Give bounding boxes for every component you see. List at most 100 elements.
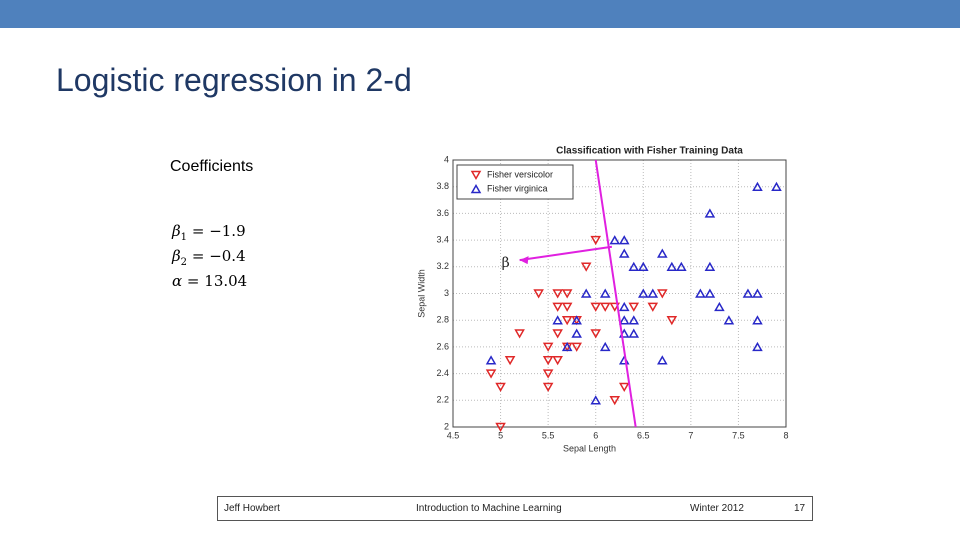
- symbol: α: [172, 272, 183, 290]
- point: [618, 248, 630, 258]
- x-tick-label: 7: [688, 430, 693, 440]
- point: [599, 288, 611, 298]
- x-tick-label: 5: [498, 430, 503, 440]
- point: [666, 315, 678, 326]
- point: [637, 288, 649, 298]
- point: [533, 289, 544, 299]
- point: [590, 235, 602, 246]
- y-tick-label: 3.4: [436, 234, 449, 244]
- point: [485, 355, 497, 365]
- footer-page: 17: [794, 503, 806, 514]
- relation: =: [191, 222, 205, 240]
- point: [542, 382, 554, 392]
- point: [628, 261, 640, 272]
- plot-frame: [452, 159, 787, 428]
- point: [704, 288, 716, 298]
- point: [657, 248, 668, 258]
- point: [618, 315, 630, 325]
- legend-marker: [470, 170, 482, 181]
- legend-label: Fisher virginica: [487, 183, 548, 193]
- point: [704, 261, 716, 272]
- point: [647, 302, 659, 312]
- y-tick-label: 2.8: [436, 315, 449, 325]
- beta-arrow: [519, 245, 613, 262]
- x-tick-label: 6.5: [637, 430, 650, 440]
- symbol: β: [172, 222, 181, 240]
- coefficients-label: Coefficients: [170, 158, 254, 175]
- equation: α = 13.04: [172, 272, 247, 290]
- legend-box: [456, 164, 574, 200]
- equation: β2 = −0.4: [172, 247, 247, 272]
- value: −1.9: [209, 222, 246, 240]
- point: [695, 288, 706, 298]
- x-tick-label: 6: [593, 430, 598, 440]
- x-tick-label: 5.5: [542, 430, 555, 440]
- x-tick-label: 4.5: [447, 430, 460, 440]
- point: [495, 422, 506, 433]
- point: [542, 342, 554, 352]
- point: [580, 288, 592, 298]
- point: [561, 302, 573, 312]
- point: [752, 181, 763, 191]
- x-tick-label: 7.5: [732, 430, 745, 440]
- y-tick-label: 2.2: [436, 395, 449, 405]
- point: [552, 356, 563, 366]
- y-tick-label: 3: [444, 288, 449, 298]
- x-tick-label: 8: [783, 430, 788, 440]
- point: [666, 261, 678, 272]
- y-tick-label: 3.8: [436, 181, 449, 191]
- footer-term: Winter 2012: [690, 503, 744, 514]
- relation: =: [186, 272, 200, 290]
- point: [552, 329, 563, 339]
- point: [647, 288, 659, 298]
- point: [618, 301, 630, 312]
- point: [590, 329, 602, 339]
- legend-marker: [470, 183, 482, 194]
- chart-title: Classification with Fisher Training Data: [556, 146, 743, 157]
- point: [704, 208, 716, 218]
- legend-label: Fisher versicolor: [487, 169, 553, 179]
- point: [561, 315, 573, 326]
- legend: Fisher versicolor Fisher virginica: [456, 164, 574, 200]
- point: [599, 341, 611, 352]
- subscript: 1: [180, 232, 188, 243]
- point: [571, 328, 582, 338]
- point: [771, 181, 782, 191]
- y-tick-label: 2: [444, 421, 449, 431]
- point: [657, 289, 668, 299]
- slide-title: Logistic regression in 2-d: [56, 62, 412, 98]
- point: [561, 341, 573, 352]
- point: [752, 288, 763, 298]
- point: [618, 235, 630, 245]
- point: [590, 302, 602, 312]
- point: [676, 261, 687, 272]
- footer-course: Introduction to Machine Learning: [416, 503, 562, 514]
- y-tick-label: 3.6: [436, 208, 449, 218]
- y-tick-label: 2.4: [436, 368, 449, 378]
- value: 13.04: [204, 272, 248, 290]
- point: [590, 395, 602, 405]
- x-axis-label: Sepal Length: [563, 443, 616, 453]
- footer: Jeff Howbert Introduction to Machine Lea…: [217, 496, 813, 521]
- point: [714, 301, 725, 312]
- y-tick-label: 2.6: [436, 341, 449, 351]
- point: [514, 329, 525, 339]
- point: [628, 302, 640, 312]
- decision-boundary: [594, 159, 637, 428]
- point: [723, 315, 735, 325]
- point: [752, 341, 763, 352]
- point: [495, 382, 506, 392]
- y-tick-label: 4: [444, 154, 449, 164]
- point: [485, 369, 497, 379]
- y-axis-label: Sepal Width: [416, 269, 426, 318]
- point: [552, 302, 563, 312]
- equations: β1 = −1.9 β2 = −0.4 α = 13.04: [172, 222, 247, 290]
- arrow-head: [519, 256, 529, 265]
- point: [637, 261, 649, 272]
- point: [628, 328, 640, 338]
- point: [609, 235, 621, 245]
- point: [552, 315, 563, 325]
- arrow-label: β: [502, 255, 510, 271]
